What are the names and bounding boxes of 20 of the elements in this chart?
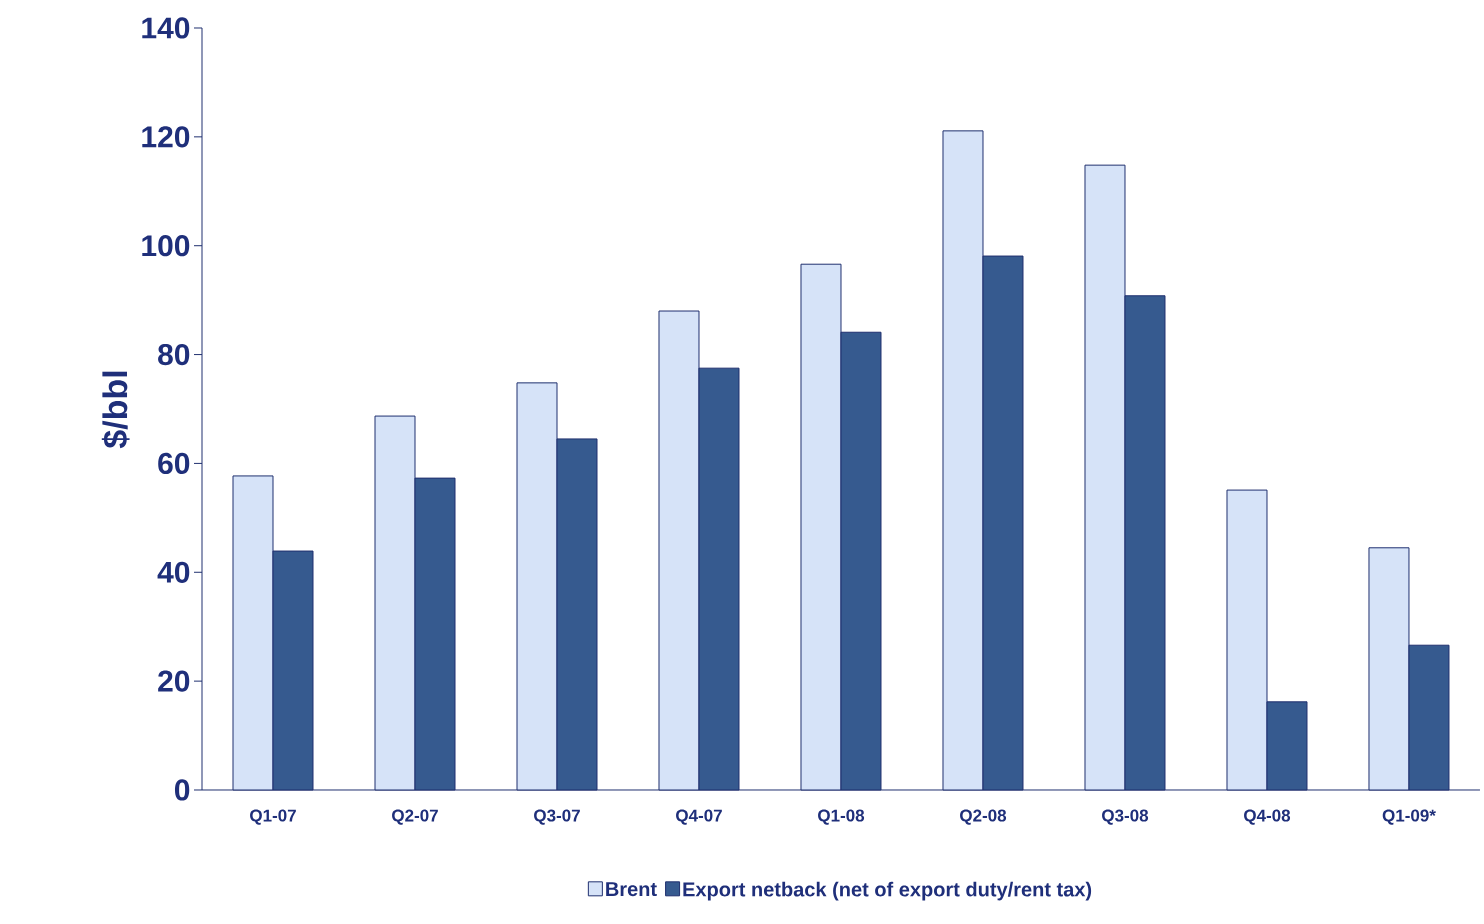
y-tick-label: 40 — [157, 561, 190, 583]
x-tick-label: Q4-07 — [676, 809, 722, 825]
y-tick-label: 20 — [158, 670, 190, 692]
x-tick-label: Q1-09* — [1382, 809, 1436, 825]
x-tick-label: Q2-08 — [960, 809, 1007, 825]
y-tick-label: 140 — [142, 17, 190, 39]
y-tick-label: 60 — [158, 452, 190, 475]
y-tick-label: 100 — [142, 235, 190, 257]
y-tick-label: 120 — [142, 126, 190, 148]
x-tick-label: Q4-08 — [1244, 809, 1291, 825]
x-tick-label: Q1-07 — [250, 809, 296, 825]
legend-label: Export netback (net of export duty/rent tax) — [683, 881, 1092, 901]
y-axis-title: $/bbl — [101, 371, 130, 449]
y-tick-label: 0 — [174, 779, 190, 801]
x-tick-label: Q1-08 — [818, 809, 865, 825]
legend-label: Brent — [606, 882, 657, 897]
y-tick-label: 80 — [158, 343, 190, 366]
x-tick-label: Q3-07 — [534, 809, 580, 825]
x-tick-label: Q2-07 — [392, 809, 438, 825]
x-tick-label: Q3-08 — [1102, 809, 1149, 825]
